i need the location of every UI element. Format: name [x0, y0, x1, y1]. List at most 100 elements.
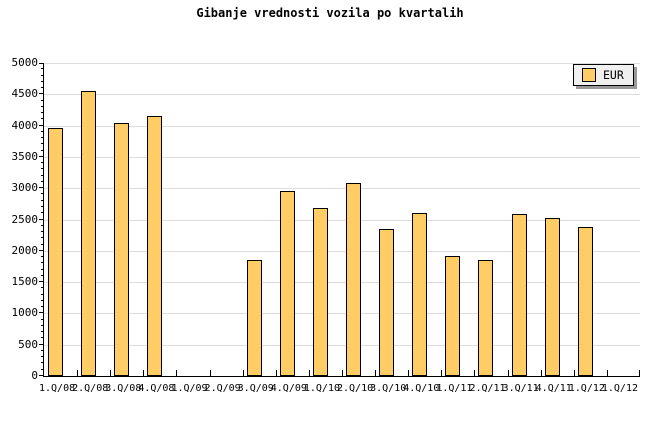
x-axis-label: 3.Q/08 [105, 383, 142, 394]
y-axis-label: 2500 [11, 212, 39, 226]
y-axis-minor-tick [41, 193, 44, 195]
y-axis-minor-tick [41, 231, 44, 233]
y-axis-major-tick [39, 124, 44, 126]
y-axis-minor-tick [41, 80, 44, 82]
y-axis-minor-tick [41, 68, 44, 70]
y-axis-minor-tick [41, 349, 44, 351]
bar-1.Q/12 [577, 227, 593, 376]
x-axis-label: 3.Q/10 [370, 383, 407, 394]
y-axis-major-tick [39, 155, 44, 157]
gridline [44, 63, 640, 64]
y-axis-major-tick [39, 187, 44, 189]
y-axis-minor-tick [41, 168, 44, 170]
bar-2.Q/08 [81, 91, 97, 376]
bar-1.Q/10 [312, 208, 328, 376]
y-axis-minor-tick [41, 149, 44, 151]
plot-area: 0 500 1000 1500 2000 2500 3000 3500 4000 4500 5000 [12, 56, 640, 382]
x-axis-label: 1.Q/12 [601, 383, 638, 394]
gridline [44, 219, 640, 221]
gridline [44, 250, 640, 252]
gridline [44, 188, 640, 190]
x-axis-label: 1.Q/08 [39, 383, 76, 394]
y-axis-label: 4500 [11, 87, 39, 101]
x-axis-tick [507, 370, 509, 376]
y-axis-label: 500 [18, 337, 38, 351]
y-axis-minor-tick [41, 256, 44, 258]
gridline [44, 313, 640, 315]
y-axis-major-tick [39, 281, 44, 283]
y-axis-minor-tick [41, 199, 44, 201]
y-axis-minor-tick [41, 299, 44, 301]
bar-2.Q/10 [346, 183, 361, 376]
x-axis-tick [176, 370, 178, 376]
legend: EUR [573, 64, 634, 86]
y-axis-minor-tick [41, 262, 44, 264]
bar-3.Q/08 [114, 123, 130, 376]
bar-4.Q/09 [279, 190, 295, 376]
y-axis-label: 3000 [11, 181, 39, 195]
x-axis-label: 1.Q/09 [171, 383, 208, 394]
bar-2.Q/11 [478, 259, 494, 376]
y-axis-minor-tick [41, 105, 44, 107]
gridline [44, 344, 640, 346]
x-axis-tick [408, 370, 410, 376]
y-axis-major-tick [39, 249, 44, 251]
x-axis-label: 3.Q/11 [502, 383, 539, 394]
y-axis-minor-tick [41, 130, 44, 132]
y-axis-minor-tick [41, 87, 44, 89]
y-axis-minor-tick [41, 212, 44, 214]
x-axis-label: 2.Q/11 [469, 383, 506, 394]
x-axis-tick [573, 370, 575, 376]
y-axis-minor-tick [41, 318, 44, 320]
y-axis-major-tick [39, 218, 44, 220]
y-axis-minor-tick [41, 237, 44, 239]
y-axis-minor-tick [41, 205, 44, 207]
y-axis-label: 5000 [11, 56, 39, 69]
x-axis-tick [275, 370, 277, 376]
y-axis-label: 4000 [11, 118, 39, 132]
bar-3.Q/09 [246, 259, 262, 376]
x-axis-tick [474, 370, 476, 376]
y-axis-label: 0 [31, 369, 38, 382]
y-axis-minor-tick [41, 180, 44, 182]
legend-label: EUR [603, 68, 624, 82]
x-axis-label: 4.Q/11 [535, 383, 572, 394]
y-axis-label: 1000 [11, 306, 39, 320]
y-axis-minor-tick [41, 162, 44, 164]
x-axis-tick [242, 370, 244, 376]
y-axis-major-tick [39, 312, 44, 314]
x-axis-tick [110, 370, 112, 376]
bar-3.Q/11 [511, 213, 527, 376]
y-axis-minor-tick [41, 143, 44, 145]
x-axis-label: 2.Q/08 [72, 383, 109, 394]
bar-1.Q/08 [48, 128, 63, 376]
y-axis-minor-tick [41, 243, 44, 245]
x-axis-tick [308, 370, 310, 376]
y-axis-minor-tick [41, 118, 44, 120]
x-axis-tick [209, 370, 211, 376]
gridline [44, 282, 640, 284]
x-axis-tick [441, 370, 443, 376]
y-axis-major-tick [39, 63, 44, 64]
bar-3.Q/10 [379, 228, 395, 376]
x-axis-label: 3.Q/09 [237, 383, 274, 394]
y-axis-major-tick [39, 343, 44, 345]
x-axis-tick [375, 370, 377, 376]
y-axis-minor-tick [41, 99, 44, 101]
y-axis-label: 2000 [11, 243, 39, 257]
y-axis-minor-tick [41, 137, 44, 139]
chart-title: Gibanje vrednosti vozila po kvartalih [196, 6, 464, 20]
legend-swatch [582, 68, 596, 82]
y-axis-minor-tick [41, 174, 44, 176]
y-axis-minor-tick [41, 306, 44, 308]
y-axis-minor-tick [41, 324, 44, 326]
y-axis-minor-tick [41, 368, 44, 370]
y-axis-major-tick [39, 375, 44, 376]
gridline [44, 156, 640, 158]
y-axis-minor-tick [41, 356, 44, 358]
bar-4.Q/10 [412, 212, 428, 376]
x-axis-tick [342, 370, 343, 376]
gridline [44, 94, 640, 96]
y-axis-minor-tick [41, 337, 44, 339]
